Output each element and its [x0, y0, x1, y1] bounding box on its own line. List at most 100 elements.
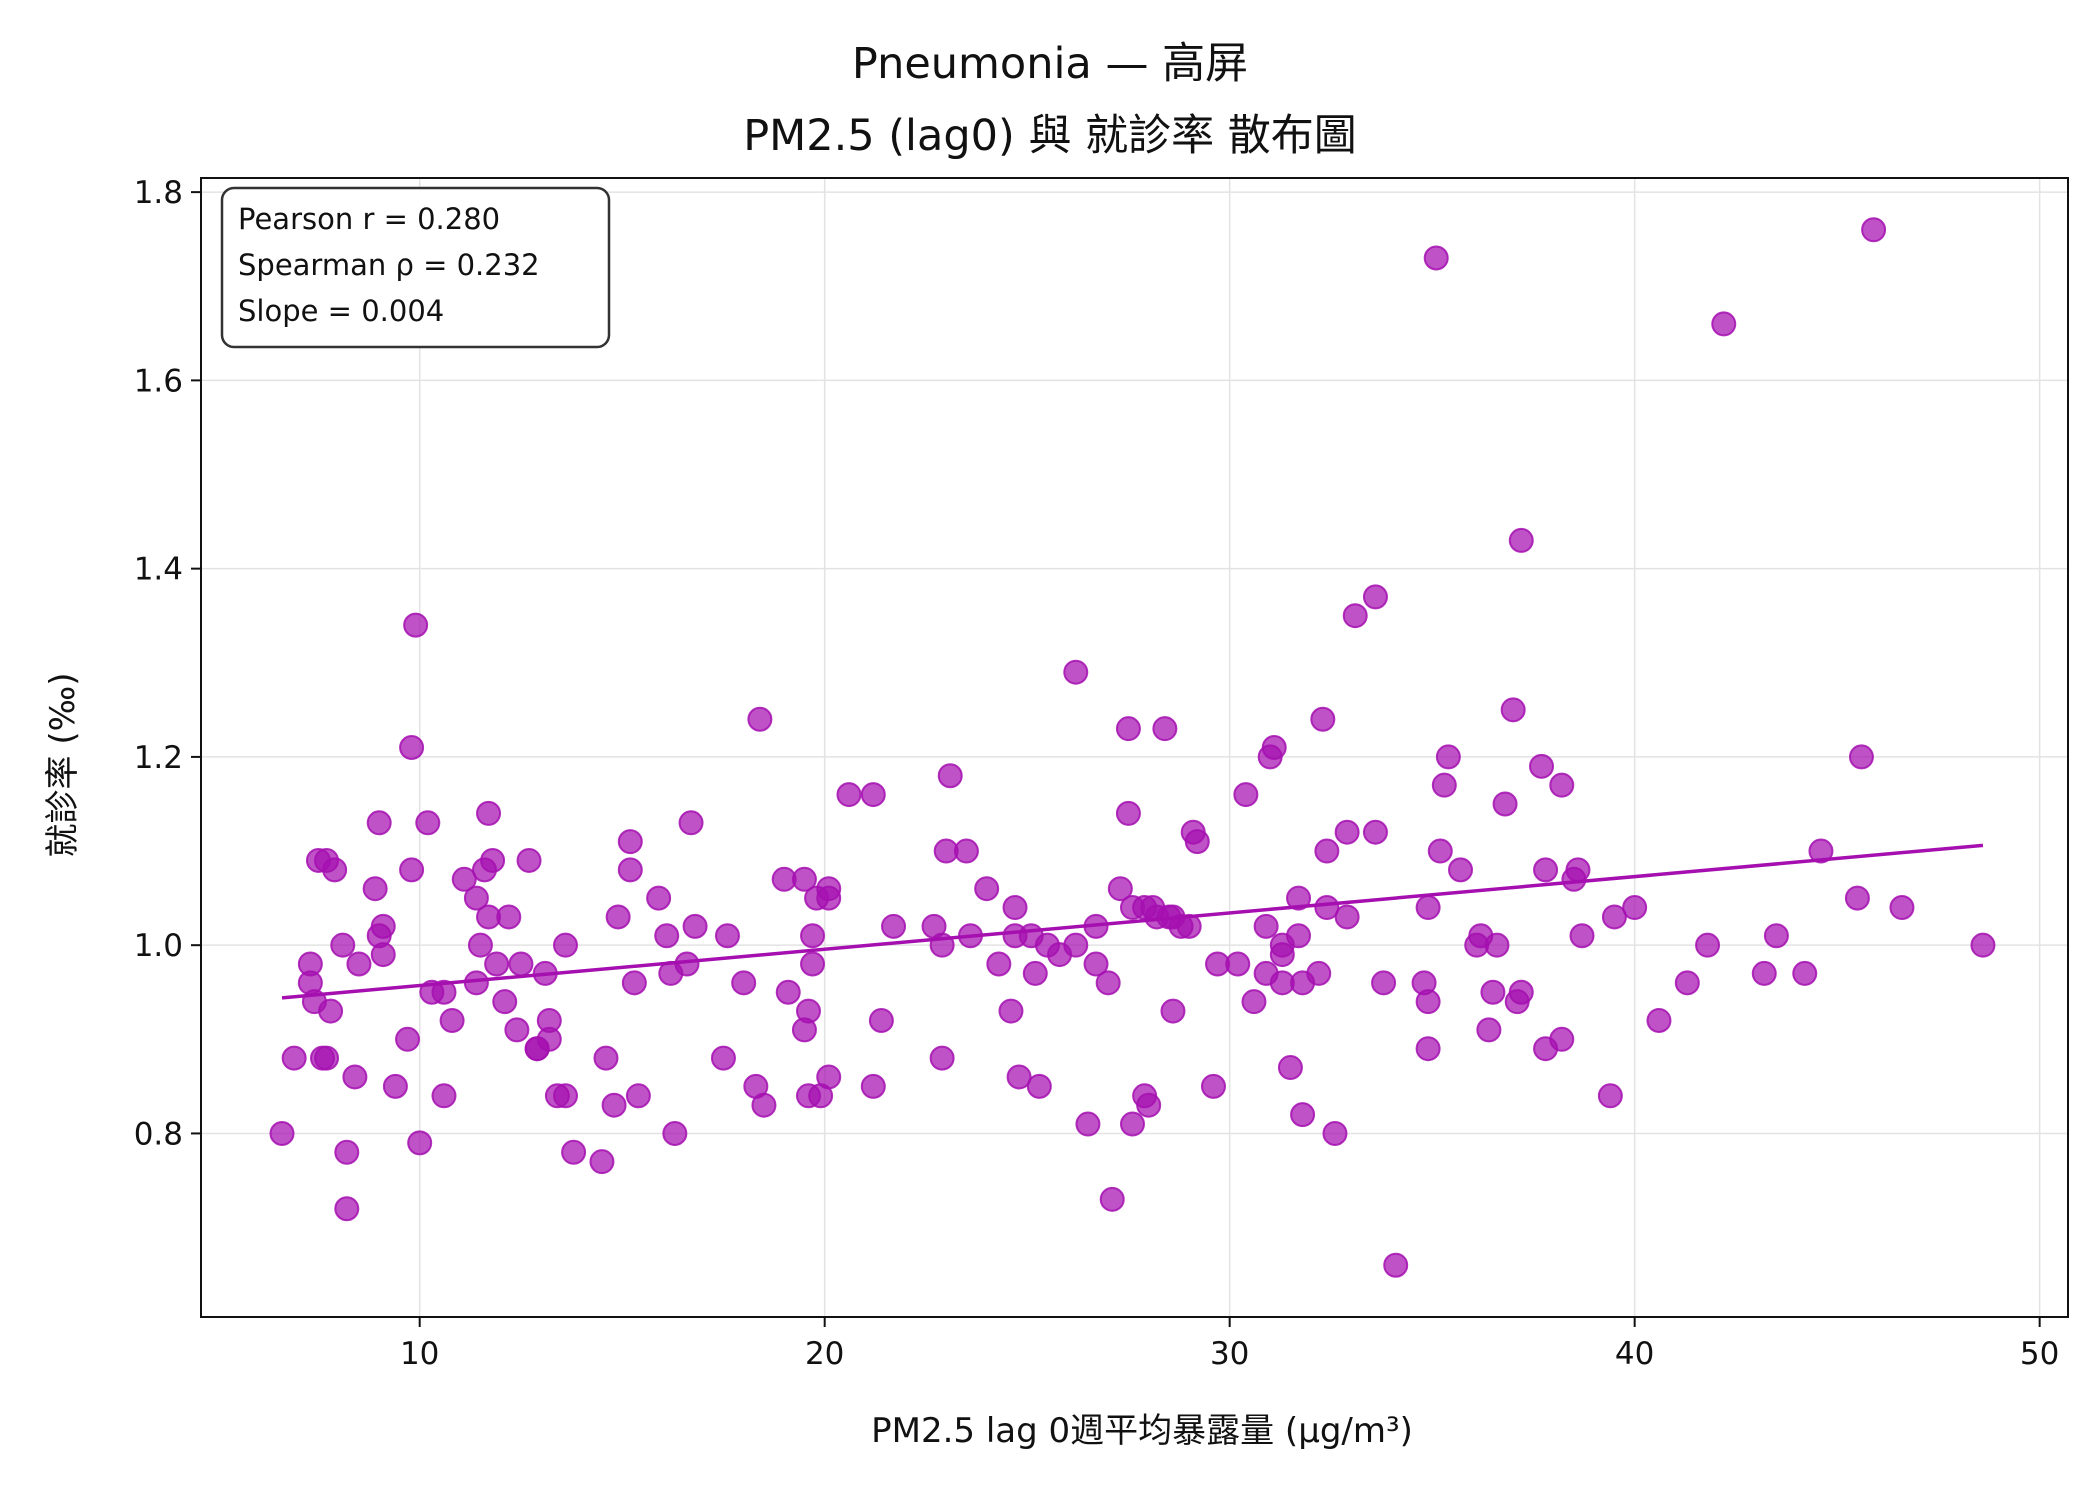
data-point: [1225, 951, 1251, 977]
data-point: [552, 1083, 578, 1109]
data-point: [480, 847, 506, 873]
data-point: [1565, 857, 1591, 883]
data-point: [1107, 876, 1133, 902]
data-point: [370, 913, 396, 939]
data-point: [322, 857, 348, 883]
data-point: [593, 1045, 619, 1071]
y-axis-label: 就診率 (‰): [43, 673, 83, 858]
data-point: [747, 706, 773, 732]
data-point: [1022, 960, 1048, 986]
stats-box-frame: [220, 186, 611, 349]
data-point: [1286, 885, 1312, 911]
x-tick-label: 30: [1210, 1336, 1249, 1372]
data-point: [1306, 960, 1332, 986]
data-points: [269, 217, 1996, 1278]
data-point: [601, 1092, 627, 1118]
data-point: [1500, 697, 1526, 723]
data-point: [1184, 829, 1210, 855]
data-point: [1314, 895, 1340, 921]
data-point: [451, 866, 477, 892]
data-point: [795, 998, 821, 1024]
data-point: [625, 1083, 651, 1109]
data-point: [334, 1196, 360, 1222]
data-point: [1083, 951, 1109, 977]
plot-frame: [200, 177, 2069, 1318]
data-point: [937, 763, 963, 789]
data-point: [1241, 989, 1267, 1015]
data-point: [714, 923, 740, 949]
data-point: [467, 932, 493, 958]
data-point: [1310, 706, 1336, 732]
data-point: [1342, 603, 1368, 629]
data-point: [1646, 1007, 1672, 1033]
data-point: [407, 1130, 433, 1156]
data-point: [1119, 1111, 1145, 1137]
data-point: [403, 612, 429, 638]
data-point: [1322, 1120, 1348, 1146]
data-point: [1549, 1026, 1575, 1052]
data-point: [1601, 904, 1627, 930]
y-axis-ticks: 0.8 1.0 1.2 1.4 1.6 1.8: [134, 175, 201, 1152]
data-point: [552, 932, 578, 958]
data-point: [318, 998, 344, 1024]
data-point: [1848, 744, 1874, 770]
data-point: [929, 1045, 955, 1071]
data-point: [1115, 716, 1141, 742]
data-point: [1383, 1252, 1409, 1278]
data-point: [1549, 772, 1575, 798]
data-point: [508, 951, 534, 977]
data-point: [678, 810, 704, 836]
data-point: [1695, 932, 1721, 958]
data-point: [1763, 923, 1789, 949]
data-point: [800, 923, 826, 949]
data-point: [1277, 1055, 1303, 1081]
stats-spearman: Spearman ρ = 0.232: [238, 248, 540, 282]
data-point: [382, 1073, 408, 1099]
trend-line: [281, 843, 1984, 1000]
data-point: [1152, 716, 1178, 742]
data-point: [1674, 970, 1700, 996]
data-point: [1427, 838, 1453, 864]
data-point: [399, 735, 425, 760]
data-point: [1314, 838, 1340, 864]
data-point: [330, 932, 356, 958]
data-point: [816, 1064, 842, 1090]
data-point: [868, 1007, 894, 1033]
data-point: [1711, 311, 1737, 337]
data-point: [1334, 904, 1360, 930]
y-tick-label: 1.6: [134, 363, 183, 399]
data-point: [1484, 932, 1510, 958]
data-point: [1002, 895, 1028, 921]
data-point: [1529, 753, 1555, 779]
data-point: [605, 904, 631, 930]
data-point: [1160, 998, 1186, 1024]
grid-lines: [201, 178, 2068, 1317]
data-point: [269, 1120, 295, 1146]
data-point: [431, 1083, 457, 1109]
data-point: [1006, 1064, 1032, 1090]
data-point: [439, 1007, 465, 1033]
data-point: [974, 876, 1000, 902]
data-point: [536, 1007, 562, 1033]
data-point: [1448, 857, 1474, 883]
data-point: [366, 810, 392, 836]
stats-slope: Slope = 0.004: [238, 294, 444, 328]
data-point: [395, 1026, 421, 1052]
data-point: [492, 989, 518, 1015]
data-point: [370, 942, 396, 968]
data-point: [1415, 989, 1441, 1015]
data-point: [476, 800, 502, 826]
data-point: [1970, 932, 1996, 958]
data-point: [860, 1073, 886, 1099]
data-point: [342, 1064, 368, 1090]
x-tick-label: 10: [400, 1336, 439, 1372]
data-point: [621, 970, 647, 996]
data-point: [1253, 913, 1279, 939]
data-point: [1415, 1036, 1441, 1062]
data-point: [561, 1139, 587, 1165]
data-point: [1597, 1083, 1623, 1109]
data-point: [1476, 1017, 1502, 1043]
data-point: [334, 1139, 360, 1165]
data-point: [816, 885, 842, 911]
data-point: [1334, 819, 1360, 845]
